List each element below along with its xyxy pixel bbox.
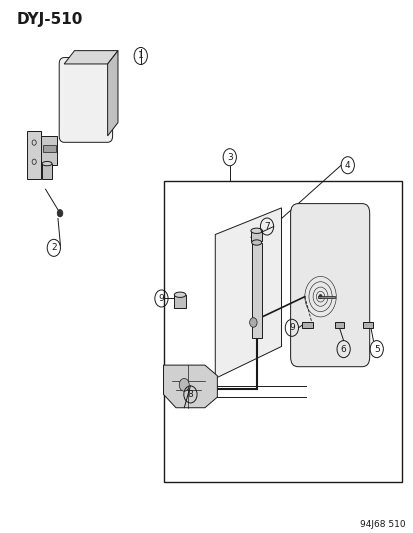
Text: 9: 9 (158, 294, 164, 303)
Bar (41, 136, 57, 165)
FancyBboxPatch shape (290, 204, 369, 367)
Circle shape (318, 295, 321, 299)
Text: 94J68 510: 94J68 510 (359, 520, 405, 529)
Text: 9: 9 (288, 324, 294, 332)
Ellipse shape (250, 228, 262, 233)
Text: 6: 6 (340, 345, 346, 353)
Polygon shape (163, 365, 217, 408)
Polygon shape (215, 208, 281, 378)
FancyBboxPatch shape (59, 58, 112, 142)
Text: 3: 3 (226, 153, 232, 161)
Text: DYJ-510: DYJ-510 (17, 12, 83, 27)
Text: 4: 4 (344, 161, 350, 169)
Text: 2: 2 (51, 244, 57, 252)
Circle shape (179, 378, 189, 391)
Bar (250, 231, 262, 241)
Circle shape (249, 318, 256, 327)
Polygon shape (64, 51, 118, 64)
Circle shape (57, 209, 63, 217)
Bar (363, 322, 373, 328)
Bar (317, 296, 334, 298)
Bar (42, 164, 52, 179)
Text: 8: 8 (187, 390, 193, 399)
Text: 7: 7 (263, 222, 269, 231)
Bar (27, 131, 41, 179)
Text: 1: 1 (138, 52, 143, 60)
Bar (174, 295, 185, 308)
Ellipse shape (251, 240, 261, 245)
Bar (251, 243, 261, 338)
Polygon shape (107, 51, 118, 136)
Bar (43, 144, 56, 152)
Bar (163, 181, 401, 482)
Ellipse shape (42, 161, 52, 166)
Ellipse shape (174, 292, 185, 297)
Text: 5: 5 (373, 345, 379, 353)
Bar (301, 322, 312, 328)
Bar (334, 322, 344, 328)
